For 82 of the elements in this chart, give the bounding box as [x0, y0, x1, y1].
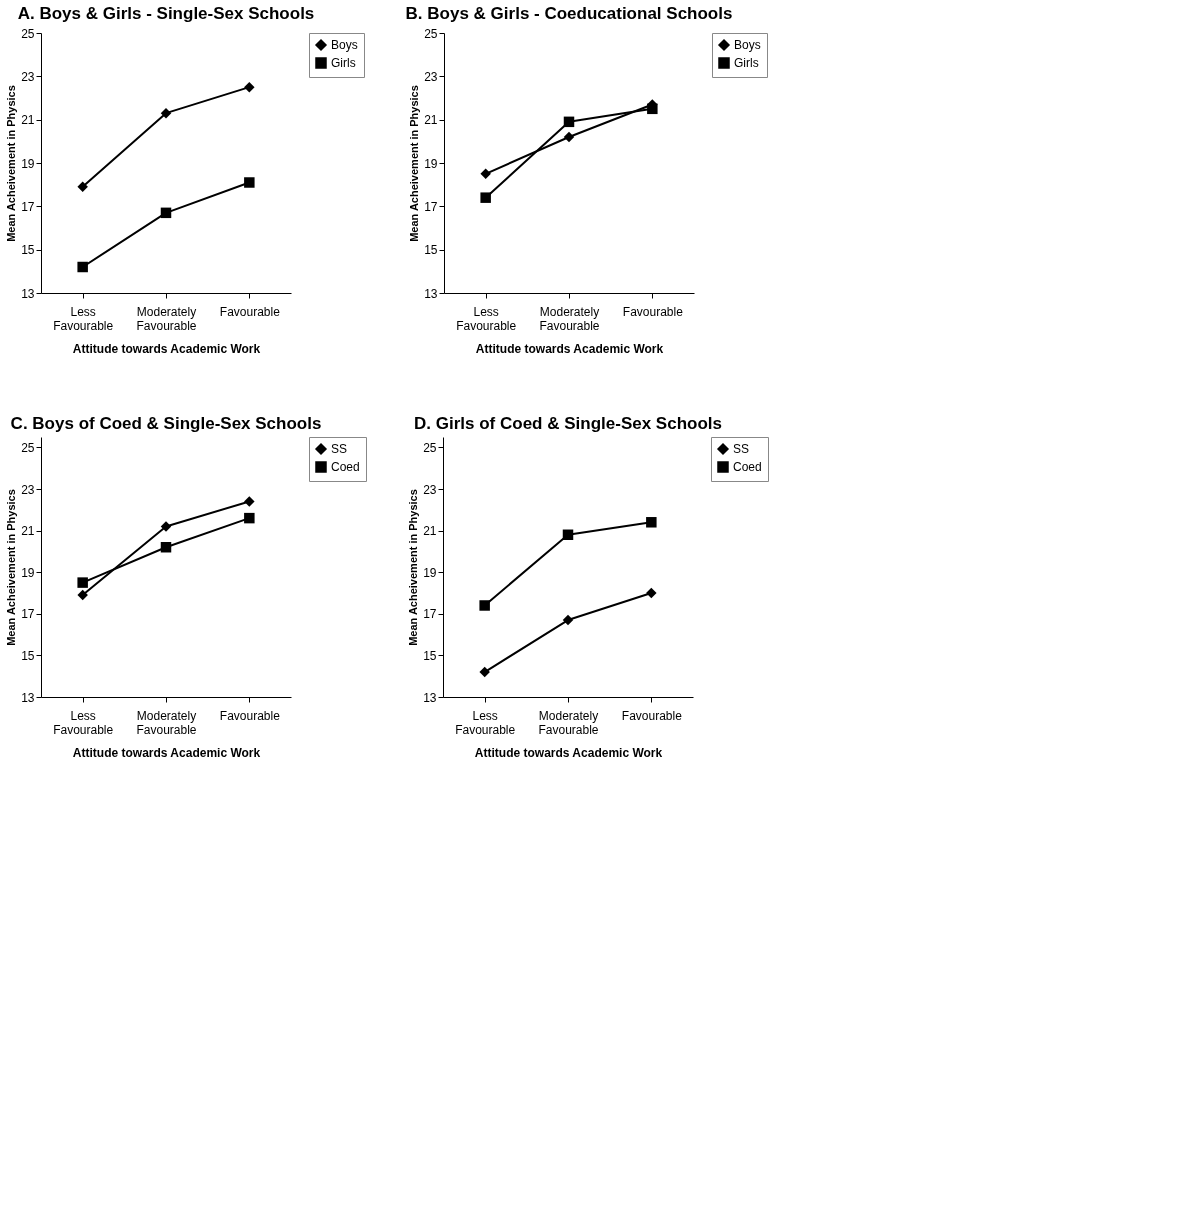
x-axis-title: Attitude towards Academic Work [72, 341, 261, 356]
y-tick-label: 13 [21, 286, 35, 301]
y-axis-title: Mean Acheivement in Physics [408, 85, 421, 242]
point [77, 261, 88, 273]
y-tick-label: 25 [423, 440, 437, 455]
y-tick-label: 17 [423, 607, 437, 622]
x-tick-label: Moderately Favourable [539, 304, 600, 333]
y-axis-title: Mean Acheivement in Physics [407, 489, 420, 646]
y-tick-label: 13 [423, 690, 437, 705]
x-axis-title: Attitude towards Academic Work [475, 341, 664, 356]
x-tick-label: Moderately Favourable [538, 708, 599, 737]
legend-label: Boys [734, 38, 761, 52]
point [562, 529, 574, 540]
x-tick-label: Moderately Favourable [136, 708, 197, 737]
y-tick-label: 13 [424, 286, 438, 301]
y-axis-title: Mean Acheivement in Physics [5, 489, 18, 646]
point [244, 81, 255, 93]
y-tick-label: 17 [424, 199, 438, 214]
x-axis-title: Attitude towards Academic Work [72, 745, 261, 760]
point [646, 587, 657, 599]
legend-label: SS [733, 442, 750, 456]
point [244, 512, 255, 524]
x-tick-label: Favourable [219, 708, 281, 723]
chart-title: D. Girls of Coed & Single-Sex Schools [414, 413, 722, 433]
y-tick-label: 19 [424, 156, 438, 171]
point [160, 107, 172, 119]
x-tick-label: Less Favourable [53, 708, 114, 737]
y-tick-label: 23 [423, 482, 437, 497]
y-tick-label: 17 [21, 607, 35, 622]
x-axis-title: Attitude towards Academic Work [474, 745, 663, 760]
y-tick-label: 21 [21, 113, 35, 128]
legend-label: Girls [734, 56, 759, 70]
point [646, 517, 657, 528]
point [160, 207, 172, 219]
chart-title: B. Boys & Girls - Coeducational Schools [405, 4, 733, 23]
point [160, 521, 172, 532]
y-tick-label: 21 [424, 113, 438, 128]
x-tick-label: Favourable [622, 304, 684, 319]
x-tick-label: Favourable [219, 304, 281, 319]
y-tick-label: 19 [423, 565, 437, 580]
point [244, 496, 255, 507]
chart-title: A. Boys & Girls - Single-Sex Schools [17, 4, 315, 23]
y-tick-label: 25 [21, 26, 35, 41]
y-tick-label: 17 [21, 199, 35, 214]
y-tick-label: 15 [21, 243, 35, 258]
y-tick-label: 21 [423, 524, 437, 539]
x-tick-label: Less Favourable [53, 304, 114, 333]
point [77, 577, 88, 588]
y-tick-label: 15 [424, 243, 438, 258]
legend-label: Girls [331, 56, 356, 70]
y-tick-label: 21 [21, 524, 35, 539]
legend-label: Coed [733, 460, 762, 474]
x-tick-label: Moderately Favourable [136, 304, 197, 333]
y-tick-label: 25 [424, 26, 438, 41]
y-tick-label: 19 [21, 565, 35, 580]
legend-label: Coed [331, 460, 360, 474]
chart-title: C. Boys of Coed & Single-Sex Schools [10, 413, 322, 433]
point [479, 666, 490, 678]
point [480, 168, 491, 180]
y-tick-label: 13 [21, 690, 35, 705]
y-tick-label: 23 [21, 69, 35, 84]
y-tick-label: 19 [21, 156, 35, 171]
point [563, 131, 575, 143]
y-tick-label: 23 [424, 69, 438, 84]
x-tick-label: Less Favourable [455, 708, 516, 737]
y-axis-title: Mean Acheivement in Physics [5, 85, 18, 242]
y-tick-label: 25 [21, 440, 35, 455]
y-tick-label: 15 [21, 648, 35, 663]
point [479, 600, 490, 611]
x-tick-label: Favourable [621, 708, 683, 723]
legend-label: SS [331, 442, 348, 456]
point [480, 192, 491, 203]
point [160, 542, 172, 553]
point [563, 116, 575, 128]
point [244, 177, 255, 188]
point [77, 589, 88, 601]
point [77, 181, 88, 193]
legend-label: Boys [331, 38, 358, 52]
x-tick-label: Less Favourable [456, 304, 517, 333]
point [562, 614, 574, 626]
y-tick-label: 23 [21, 482, 35, 497]
y-tick-label: 15 [423, 648, 437, 663]
